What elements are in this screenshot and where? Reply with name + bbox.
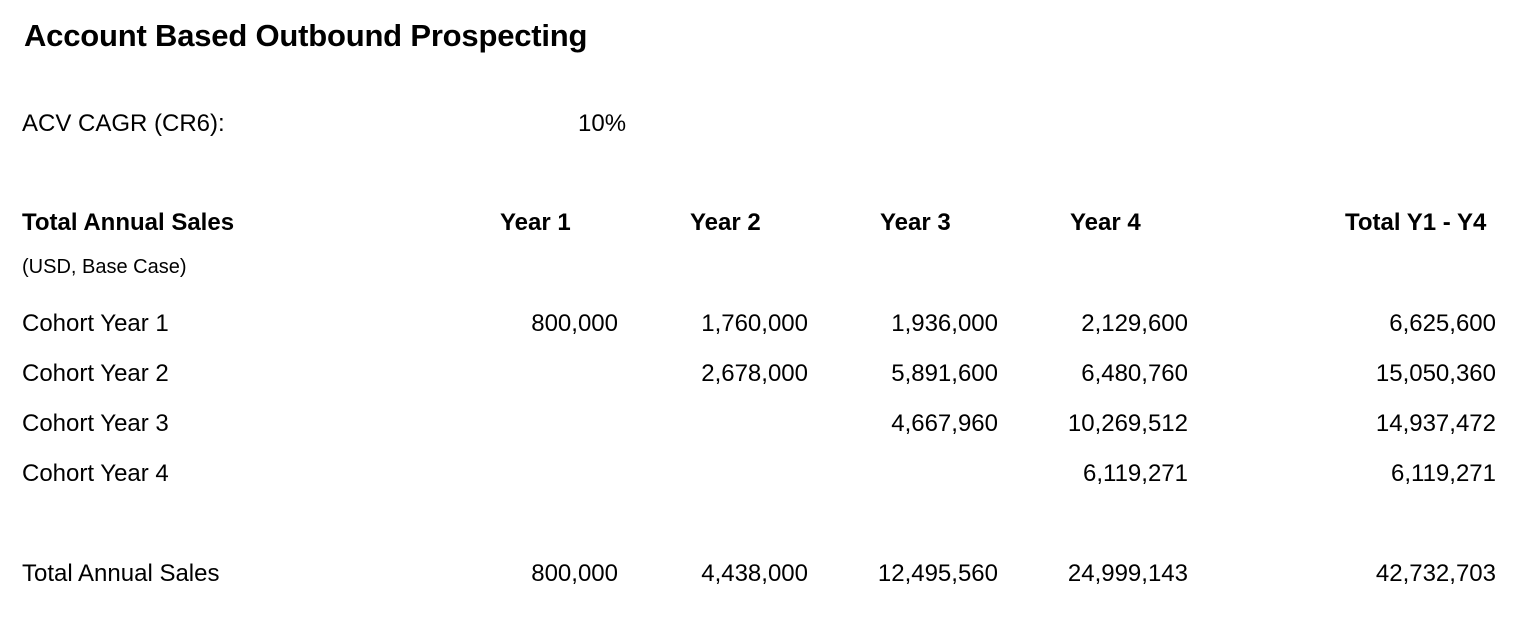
column-header-year-1: Year 1 (500, 209, 571, 236)
table-cell: 2,129,600 (1081, 310, 1188, 337)
table-cell: 1,760,000 (701, 310, 808, 337)
table-cell: 6,119,271 (1391, 460, 1496, 487)
row-label: Cohort Year 3 (22, 410, 169, 437)
table-cell: 5,891,600 (891, 360, 998, 387)
table-subheader: (USD, Base Case) (22, 256, 187, 278)
total-cell: 800,000 (531, 560, 618, 587)
column-header-year-4: Year 4 (1070, 209, 1141, 236)
total-row-label: Total Annual Sales (22, 560, 220, 587)
row-label: Cohort Year 1 (22, 310, 169, 337)
total-cell: 12,495,560 (877, 560, 998, 587)
acv-cagr-label: ACV CAGR (CR6): (22, 110, 225, 137)
table-cell: 6,480,760 (1081, 360, 1188, 387)
table-cell: 6,119,271 (1083, 460, 1188, 487)
table-cell: 14,937,472 (1375, 410, 1496, 437)
total-cell: 4,438,000 (701, 560, 808, 587)
table-cell: 1,936,000 (891, 310, 998, 337)
row-label: Cohort Year 4 (22, 460, 169, 487)
total-cell: 42,732,703 (1375, 560, 1496, 587)
column-header-total: Total Y1 - Y4 (1345, 209, 1487, 236)
column-header-year-2: Year 2 (690, 209, 761, 236)
table-cell: 4,667,960 (891, 410, 998, 437)
table-cell: 15,050,360 (1375, 360, 1496, 387)
column-header-year-3: Year 3 (880, 209, 951, 236)
table-header-label: Total Annual Sales (22, 209, 235, 236)
row-label: Cohort Year 2 (22, 360, 169, 387)
table-cell: 10,269,512 (1067, 410, 1188, 437)
table-cell: 2,678,000 (701, 360, 808, 387)
page-title: Account Based Outbound Prospecting (24, 18, 588, 53)
table-cell: 6,625,600 (1389, 310, 1496, 337)
acv-cagr-value: 10% (578, 110, 627, 137)
table-cell: 800,000 (531, 310, 618, 337)
total-cell: 24,999,143 (1067, 560, 1188, 587)
